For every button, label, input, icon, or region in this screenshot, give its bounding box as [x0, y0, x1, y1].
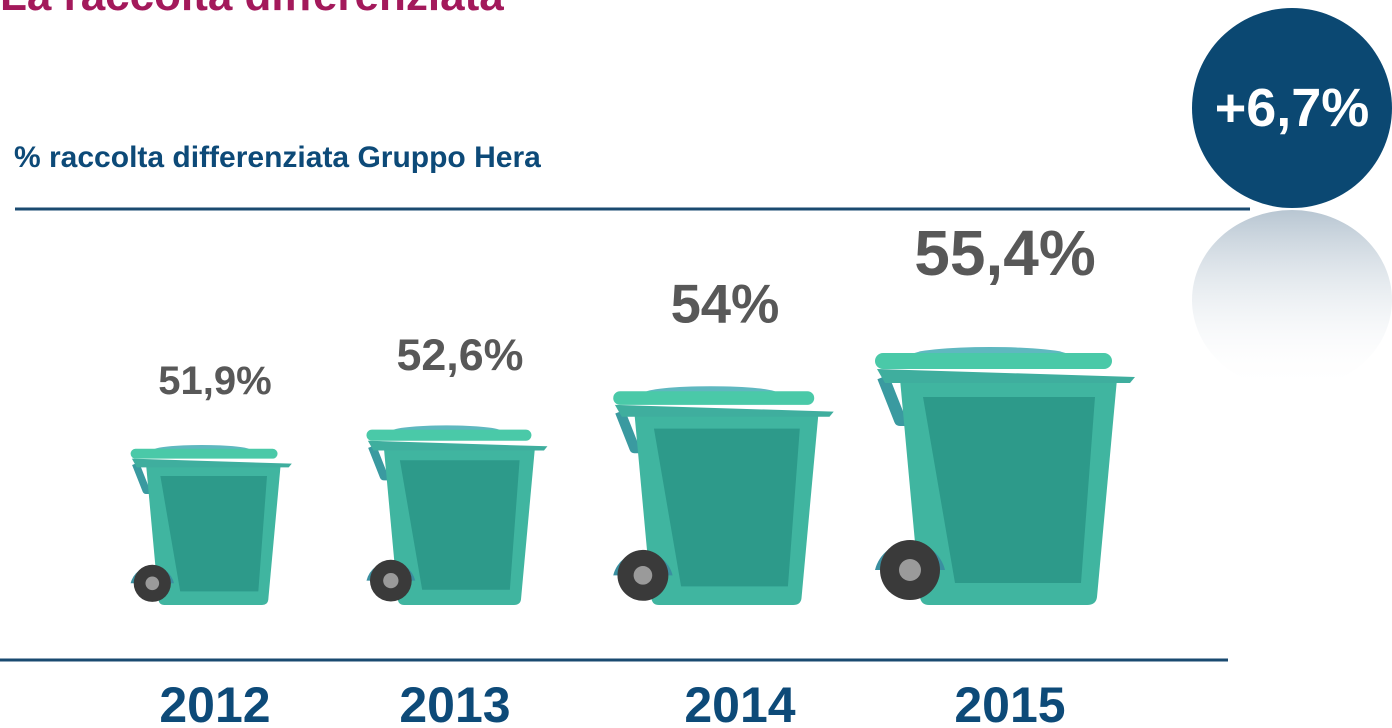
bin-lip	[877, 369, 1135, 383]
year-label: 2014	[684, 677, 795, 728]
bin	[613, 386, 834, 605]
bin-hub	[145, 576, 160, 591]
bin-lid	[875, 353, 1112, 369]
bin-hub	[899, 559, 921, 581]
bin	[875, 347, 1135, 605]
year-label: 2013	[399, 677, 510, 728]
bin-panel	[160, 476, 267, 592]
bins	[130, 347, 1135, 605]
value-label: 54%	[671, 274, 780, 335]
bin-lip	[131, 458, 292, 468]
bin-panel	[399, 460, 520, 590]
value-label: 52,6%	[396, 330, 523, 380]
bin-panel	[653, 428, 800, 587]
bin-lip	[614, 404, 834, 417]
badge	[1192, 8, 1392, 208]
bin-lip	[367, 440, 548, 451]
bin-hub	[383, 572, 399, 589]
bin-panel	[923, 397, 1095, 583]
bin	[130, 445, 292, 605]
year-label: 2012	[159, 677, 270, 728]
bin-lid	[130, 448, 278, 459]
badge-text: +6,7%	[1215, 78, 1370, 138]
title: La raccolta differenziata	[0, 0, 504, 20]
badge-reflection	[1192, 210, 1392, 390]
bin-lid	[366, 429, 532, 441]
year-label: 2015	[954, 677, 1065, 728]
bin-lid	[613, 391, 815, 405]
value-label: 51,9%	[158, 359, 271, 403]
bin-hub	[633, 565, 653, 585]
subtitle: % raccolta differenziata Gruppo Hera	[14, 141, 541, 174]
value-label: 55,4%	[914, 217, 1095, 289]
bin	[366, 425, 548, 605]
